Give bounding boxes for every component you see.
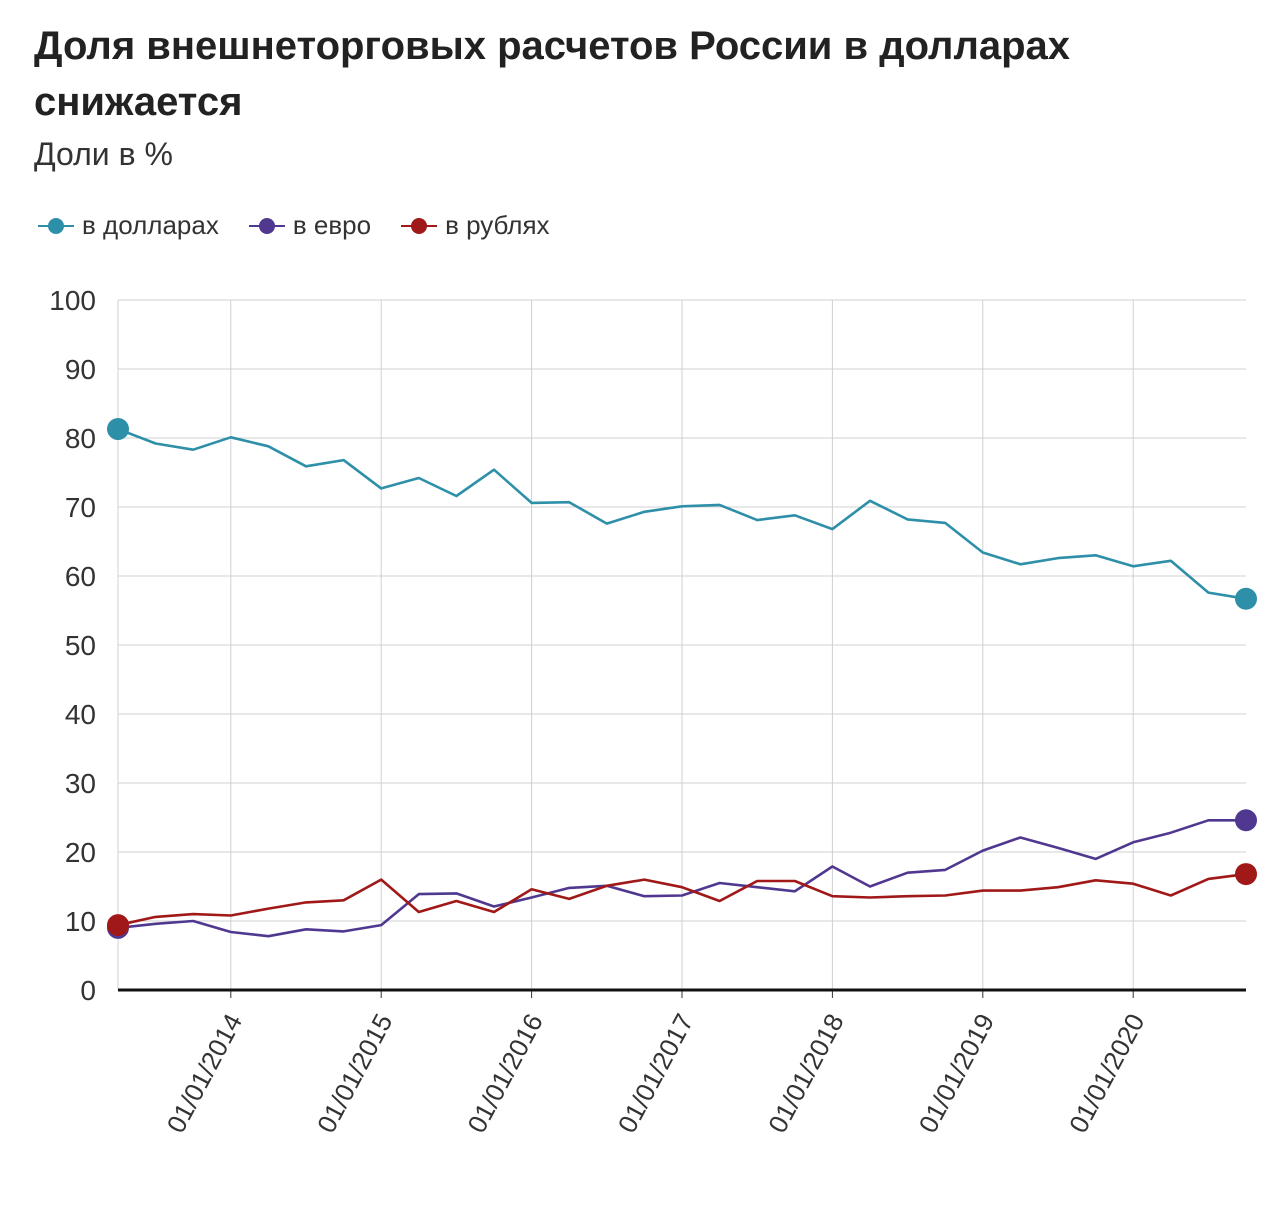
series-line-1 [116, 818, 1248, 938]
legend-item-eur: в евро [248, 210, 372, 241]
x-tick-label: 01/01/2016 [461, 1009, 549, 1138]
y-tick-label: 70 [65, 492, 96, 523]
legend-label-rub: в рублях [445, 210, 550, 240]
series-0-endpoint [1235, 587, 1257, 610]
series-2-endpoint [1235, 863, 1257, 886]
y-tick-label: 60 [65, 561, 96, 592]
y-tick-label: 0 [80, 975, 96, 1006]
y-tick-label: 80 [65, 423, 96, 454]
y-tick-label: 90 [65, 354, 96, 385]
legend-label-usd: в долларах [82, 210, 219, 240]
legend-marker-rub [401, 217, 438, 234]
x-tick-label: 01/01/2015 [311, 1009, 399, 1138]
y-tick-label: 20 [65, 837, 96, 868]
x-tick-label: 01/01/2017 [612, 1009, 700, 1138]
legend-marker-usd [38, 217, 74, 234]
chart-subtitle: Доли в % [34, 136, 173, 172]
series-line-0 [116, 427, 1248, 601]
y-tick-label: 10 [65, 906, 96, 937]
y-tick-label: 30 [65, 768, 96, 799]
x-tick-label: 01/01/2018 [762, 1009, 850, 1138]
x-tick-label: 01/01/2014 [161, 1009, 249, 1138]
chart-title: Доля внешнеторговых расчетов России в до… [34, 24, 1071, 124]
y-tick-label: 50 [65, 630, 96, 661]
legend-item-usd: в долларах [38, 210, 219, 241]
x-tick-label: 01/01/2019 [913, 1009, 1001, 1138]
legend: в долларах в евро в рублях [38, 210, 580, 241]
legend-marker-eur [248, 217, 285, 234]
legend-label-eur: в евро [292, 210, 372, 240]
y-tick-label: 40 [65, 699, 96, 730]
series-0-endpoint [107, 418, 129, 441]
x-tick-label: 01/01/2020 [1063, 1009, 1151, 1138]
y-tick-label: 100 [49, 285, 96, 316]
series-1-endpoint [1235, 809, 1257, 832]
legend-item-rub: в рублях [401, 210, 550, 241]
series-line-2 [116, 872, 1248, 927]
series-2-endpoint [107, 914, 129, 937]
